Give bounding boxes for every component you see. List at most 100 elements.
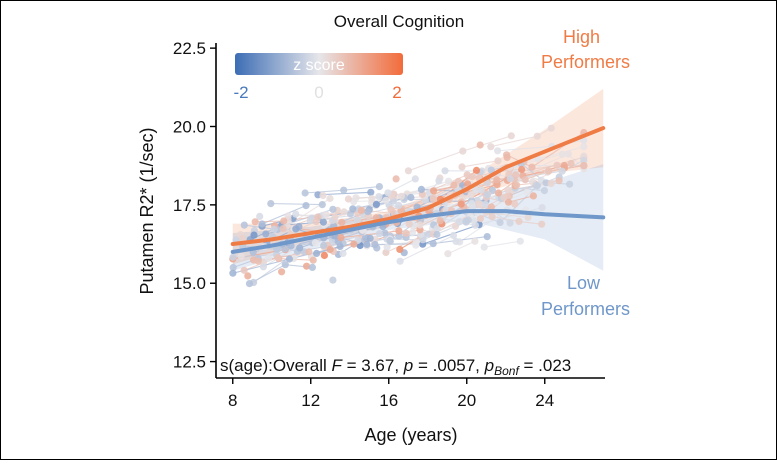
- data-point: [310, 257, 317, 264]
- data-point: [471, 238, 478, 245]
- data-point: [338, 219, 345, 226]
- data-point: [556, 177, 563, 184]
- chart-title: Overall Cognition: [334, 12, 464, 31]
- data-point: [533, 182, 540, 189]
- data-point: [292, 211, 299, 218]
- data-point: [340, 208, 347, 215]
- data-point: [320, 242, 327, 249]
- data-point: [477, 141, 484, 148]
- data-point: [459, 148, 466, 155]
- data-point: [364, 208, 371, 215]
- data-point: [280, 225, 287, 232]
- data-point: [252, 218, 259, 225]
- data-point: [230, 254, 237, 261]
- x-tick-label: 20: [457, 391, 476, 410]
- data-point: [484, 191, 491, 198]
- data-point: [337, 234, 344, 241]
- data-point: [508, 132, 515, 139]
- data-point: [494, 147, 501, 154]
- y-tick-label: 15.0: [173, 274, 206, 293]
- data-point: [259, 220, 266, 227]
- x-tick-label: 8: [228, 391, 237, 410]
- stats-annotation: s(age):Overall F = 3.67, p = .0057, pBon…: [220, 356, 571, 378]
- data-point: [504, 186, 511, 193]
- data-point: [326, 195, 333, 202]
- data-point: [435, 177, 442, 184]
- data-point: [493, 176, 500, 183]
- data-point: [437, 217, 444, 224]
- data-point: [384, 189, 391, 196]
- data-point: [286, 255, 293, 262]
- data-point: [406, 220, 413, 227]
- trajectory-line: [271, 204, 323, 205]
- series-label: Low: [567, 273, 601, 293]
- data-point: [340, 187, 347, 194]
- data-point: [444, 250, 451, 257]
- data-point: [305, 248, 312, 255]
- data-point: [302, 202, 309, 209]
- data-point: [309, 264, 316, 271]
- data-point: [296, 244, 303, 251]
- data-point: [358, 207, 365, 214]
- data-point: [395, 227, 402, 234]
- data-point: [350, 241, 357, 248]
- legend-title: z score: [293, 57, 345, 74]
- x-tick-label: 12: [301, 391, 320, 410]
- data-point: [487, 143, 494, 150]
- data-point: [412, 175, 419, 182]
- data-point: [453, 238, 460, 245]
- data-point: [395, 202, 402, 209]
- data-point: [513, 181, 520, 188]
- data-point: [376, 230, 383, 237]
- data-point: [458, 163, 465, 170]
- y-tick-label: 12.5: [173, 353, 206, 372]
- data-point: [522, 176, 529, 183]
- data-point: [580, 162, 587, 169]
- data-point: [528, 164, 535, 171]
- data-point: [458, 201, 465, 208]
- x-axis-label: Age (years): [364, 425, 457, 445]
- data-point: [504, 154, 511, 161]
- data-point: [441, 167, 448, 174]
- data-point: [484, 233, 491, 240]
- data-point: [329, 206, 336, 213]
- data-point: [545, 167, 552, 174]
- data-point: [566, 181, 573, 188]
- data-point: [515, 218, 522, 225]
- data-point: [416, 221, 423, 228]
- data-point: [539, 204, 546, 211]
- data-point: [468, 200, 475, 207]
- data-point: [265, 255, 272, 262]
- data-point: [469, 173, 476, 180]
- series-label: Performers: [541, 299, 630, 319]
- data-point: [405, 167, 412, 174]
- data-point: [517, 238, 524, 245]
- data-point: [241, 267, 248, 274]
- data-point: [327, 246, 334, 253]
- trajectory-line: [484, 241, 520, 247]
- data-point: [321, 252, 328, 259]
- data-point: [331, 214, 338, 221]
- data-point: [255, 258, 262, 265]
- data-point: [386, 237, 393, 244]
- data-point: [541, 187, 548, 194]
- trajectory-line: [388, 179, 415, 193]
- data-point: [262, 230, 269, 237]
- data-point: [376, 183, 383, 190]
- data-point: [548, 125, 555, 132]
- data-point: [387, 206, 394, 213]
- legend-tick-label: -2: [233, 83, 248, 102]
- data-point: [462, 218, 469, 225]
- data-point: [548, 180, 555, 187]
- data-point: [314, 213, 321, 220]
- data-point: [393, 175, 400, 182]
- x-tick-label: 16: [379, 391, 398, 410]
- data-point: [323, 211, 330, 218]
- data-point: [229, 270, 236, 277]
- legend-tick-label: 0: [314, 83, 323, 102]
- y-tick-label: 22.5: [173, 39, 206, 58]
- data-point: [553, 162, 560, 169]
- data-point: [538, 221, 545, 228]
- y-tick-label: 17.5: [173, 196, 206, 215]
- data-point: [430, 187, 437, 194]
